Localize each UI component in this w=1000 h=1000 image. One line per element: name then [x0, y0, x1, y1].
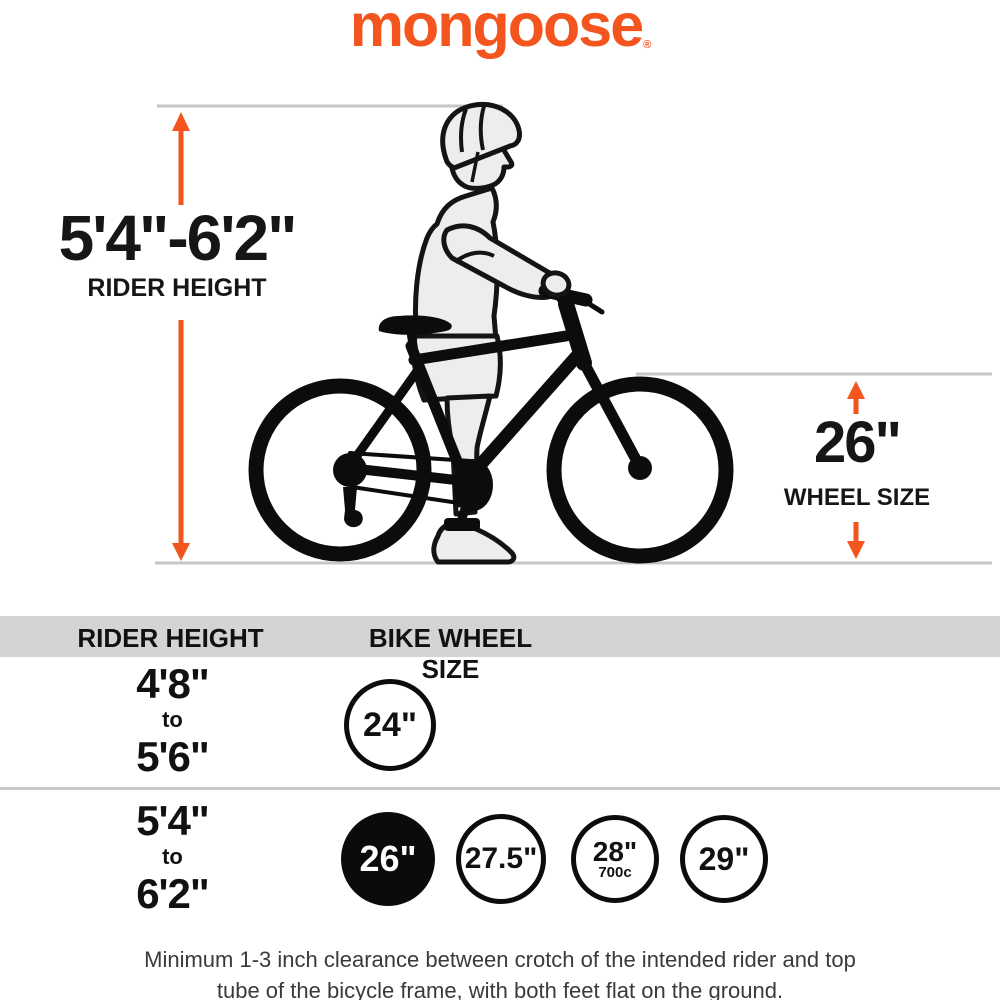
height-joiner: to — [162, 844, 183, 869]
rider-bike-illustration — [155, 102, 992, 565]
height-max: 5'6" — [136, 733, 210, 780]
pedal — [444, 518, 480, 531]
rider-figure — [411, 102, 563, 565]
chain-top — [348, 451, 472, 463]
top-tube — [408, 330, 572, 366]
wheel-badge-label: 27.5" — [464, 842, 538, 875]
wheel-size-label: WHEEL SIZE — [783, 484, 931, 511]
chain-bottom — [350, 485, 474, 507]
table-header-band: RIDER HEIGHT BIKE WHEEL SIZE — [0, 616, 1000, 684]
logo-text: mongoose — [349, 0, 644, 59]
wheel-badge-27-5: 27.5" — [456, 814, 546, 904]
wheel-badge-sublabel: 700c — [598, 863, 632, 881]
clearance-note: Minimum 1-3 inch clearance between crotc… — [0, 944, 1000, 1000]
registered-trademark-icon: ® — [643, 39, 652, 51]
helmet-vents — [459, 105, 486, 153]
wheel-badge-26-selected: 26" — [341, 812, 435, 906]
clearance-note-line2: tube of the bicycle frame, with both fee… — [216, 978, 784, 1000]
brake-lever — [580, 297, 605, 315]
saddle — [378, 315, 452, 335]
rider-height-arrow-down-icon — [172, 320, 190, 561]
rider-height-arrow-up-icon — [172, 112, 190, 205]
table-row-2-height-range: 5'4" to 6'2" — [70, 797, 275, 917]
rider-height-value: 5'4"-6'2" — [58, 202, 298, 274]
head-tube — [558, 296, 592, 371]
height-min: 5'4" — [136, 797, 210, 844]
mongoose-logo: mongoose® — [349, 0, 652, 59]
frame-tubes — [344, 284, 646, 527]
wheel-badge-29: 29" — [680, 815, 768, 903]
wheel-badge-label: 29" — [698, 840, 750, 877]
wheel-badge-label: 26" — [359, 838, 417, 879]
wheel-badge-24: 24" — [344, 679, 436, 771]
brand-header: mongoose® — [0, 0, 1000, 74]
sleeve-line — [453, 250, 495, 264]
helmet-strap — [470, 151, 480, 183]
bicycle — [248, 270, 734, 564]
down-tube — [459, 350, 583, 488]
wheel-badge-label: 24" — [363, 705, 417, 744]
wheel-size-arrow-up-icon — [847, 381, 865, 414]
column-header-rider-height: RIDER HEIGHT — [77, 623, 264, 653]
row-divider — [0, 787, 1000, 790]
rider-torso — [412, 185, 500, 343]
seat-post — [406, 327, 419, 357]
rear-wheel — [248, 378, 432, 562]
rider-hand — [540, 270, 572, 298]
front-wheel — [546, 376, 734, 564]
clearance-note-line1: Minimum 1-3 inch clearance between crotc… — [144, 947, 856, 972]
wheel-badge-label: 28" — [592, 835, 638, 867]
wheel-size-value: 26" — [813, 410, 902, 475]
height-joiner: to — [162, 707, 183, 732]
rider-height-label: RIDER HEIGHT — [87, 274, 267, 302]
column-header-bike-wheel-size: BIKE WHEEL SIZE — [368, 623, 533, 684]
front-hub — [628, 456, 652, 480]
height-max: 6'2" — [136, 870, 210, 917]
front-fork — [577, 355, 646, 473]
derailleur — [343, 487, 363, 528]
height-min: 4'8" — [136, 660, 210, 707]
cassette — [333, 453, 367, 487]
measure-arrows — [172, 112, 865, 561]
seat-stay — [344, 362, 425, 472]
chainring — [453, 459, 493, 511]
chain-stay — [344, 463, 470, 486]
wheel-badge-28: 28" 700c — [571, 815, 659, 903]
table-row-1-height-range: 4'8" to 5'6" — [70, 660, 275, 780]
guide-lines — [155, 104, 992, 565]
wheel-size-arrow-down-icon — [847, 522, 865, 559]
